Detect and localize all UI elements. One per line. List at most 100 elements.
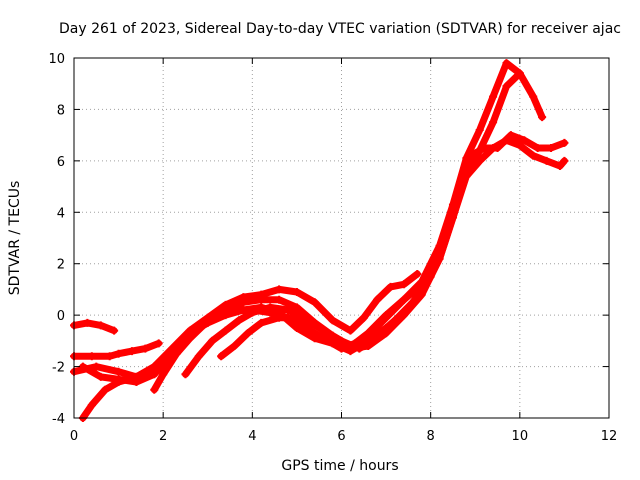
data-point-marker — [310, 298, 319, 307]
data-point-marker — [154, 339, 163, 348]
series-track-1 — [70, 318, 119, 335]
data-point-marker — [234, 316, 243, 325]
y-tick-label: 10 — [48, 52, 65, 67]
data-point-marker — [399, 295, 408, 304]
chart-title: Day 261 of 2023, Sidereal Day-to-day VTE… — [59, 21, 621, 37]
data-point-marker — [448, 213, 457, 222]
x-tick-label: 0 — [70, 429, 78, 444]
series-track-3 — [70, 270, 422, 381]
data-point-marker — [520, 136, 529, 145]
data-point-marker — [373, 295, 382, 304]
y-tick-label: -2 — [52, 361, 65, 376]
data-point-marker — [529, 92, 538, 101]
data-point-marker — [533, 144, 542, 152]
data-point-marker — [83, 318, 92, 327]
y-tick-label: 6 — [57, 155, 65, 170]
data-point-marker — [150, 370, 159, 379]
data-point-marker — [399, 280, 408, 289]
data-point-marker — [248, 308, 257, 317]
data-point-marker — [506, 131, 515, 140]
data-point-marker — [364, 329, 373, 338]
data-point-marker — [105, 352, 114, 361]
data-point-marker — [417, 290, 426, 299]
x-tick-label: 4 — [248, 429, 256, 444]
data-point-marker — [364, 342, 373, 350]
data-point-marker — [96, 372, 105, 381]
data-point-marker — [382, 329, 391, 338]
data-point-marker — [275, 295, 284, 304]
data-point-marker — [181, 370, 190, 379]
x-tick-label: 12 — [601, 429, 618, 444]
data-point-marker — [466, 151, 475, 160]
data-point-marker — [239, 298, 248, 307]
data-point-marker — [275, 285, 284, 294]
y-tick-label: 4 — [57, 206, 65, 221]
data-point-marker — [292, 313, 301, 322]
data-point-marker — [386, 282, 395, 291]
data-point-marker — [515, 141, 524, 150]
data-point-marker — [212, 311, 221, 320]
data-point-marker — [101, 385, 110, 394]
data-point-marker — [132, 372, 141, 381]
y-tick-label: -4 — [52, 412, 65, 427]
tick-layer: 0 2 4 6 8 10 12 -4 -2 0 2 4 6 8 10 — [48, 52, 617, 444]
data-point-marker — [243, 329, 252, 338]
data-point-marker — [359, 313, 368, 322]
y-axis-title: SDTVAR / TECUs — [7, 181, 23, 296]
data-point-marker — [292, 288, 301, 296]
data-point-marker — [489, 118, 498, 127]
data-point-marker — [328, 331, 337, 340]
data-point-marker — [515, 69, 524, 78]
data-point-marker — [328, 316, 337, 325]
data-point-marker — [284, 306, 292, 314]
data-point-marker — [475, 126, 484, 134]
data-point-marker — [319, 334, 328, 343]
x-tick-label: 6 — [337, 429, 345, 444]
series-track-8 — [217, 136, 569, 361]
data-point-marker — [257, 318, 266, 327]
data-point-marker — [538, 113, 547, 122]
data-point-marker — [547, 144, 556, 152]
data-point-marker — [150, 385, 159, 394]
data-point-marker — [560, 138, 569, 147]
data-point-marker — [87, 352, 96, 361]
data-point-marker — [266, 303, 275, 312]
data-point-marker — [480, 144, 489, 152]
data-point-marker — [230, 342, 239, 350]
data-point-marker — [529, 151, 538, 160]
x-axis-title: GPS time / hours — [281, 458, 398, 474]
data-point-marker — [114, 367, 123, 376]
data-point-marker — [502, 136, 511, 145]
data-point-marker — [114, 378, 123, 386]
data-point-marker — [346, 344, 355, 353]
series-line — [70, 270, 421, 381]
data-point-marker — [489, 144, 498, 152]
series-line — [70, 319, 118, 335]
data-point-marker — [475, 156, 484, 165]
x-tick-label: 10 — [512, 429, 529, 444]
data-point-marker — [275, 313, 284, 322]
data-point-marker — [96, 321, 105, 330]
data-point-marker — [199, 321, 208, 330]
x-tick-label: 8 — [427, 429, 435, 444]
x-tick-label: 2 — [159, 429, 167, 444]
series-layer — [70, 59, 569, 422]
data-point-marker — [114, 349, 123, 358]
data-point-marker — [413, 270, 422, 278]
data-point-marker — [92, 362, 101, 371]
data-point-marker — [127, 347, 136, 356]
data-point-marker — [310, 321, 319, 330]
data-point-marker — [502, 82, 511, 91]
data-point-marker — [78, 362, 87, 371]
data-point-marker — [221, 326, 230, 335]
data-point-marker — [382, 311, 391, 320]
data-point-marker — [542, 156, 551, 165]
data-point-marker — [462, 172, 471, 181]
y-tick-label: 8 — [57, 103, 65, 118]
data-point-marker — [185, 334, 194, 343]
data-point-marker — [110, 326, 119, 335]
series-track-5 — [78, 69, 547, 422]
series-track-2 — [70, 339, 163, 361]
y-tick-label: 2 — [57, 258, 65, 273]
